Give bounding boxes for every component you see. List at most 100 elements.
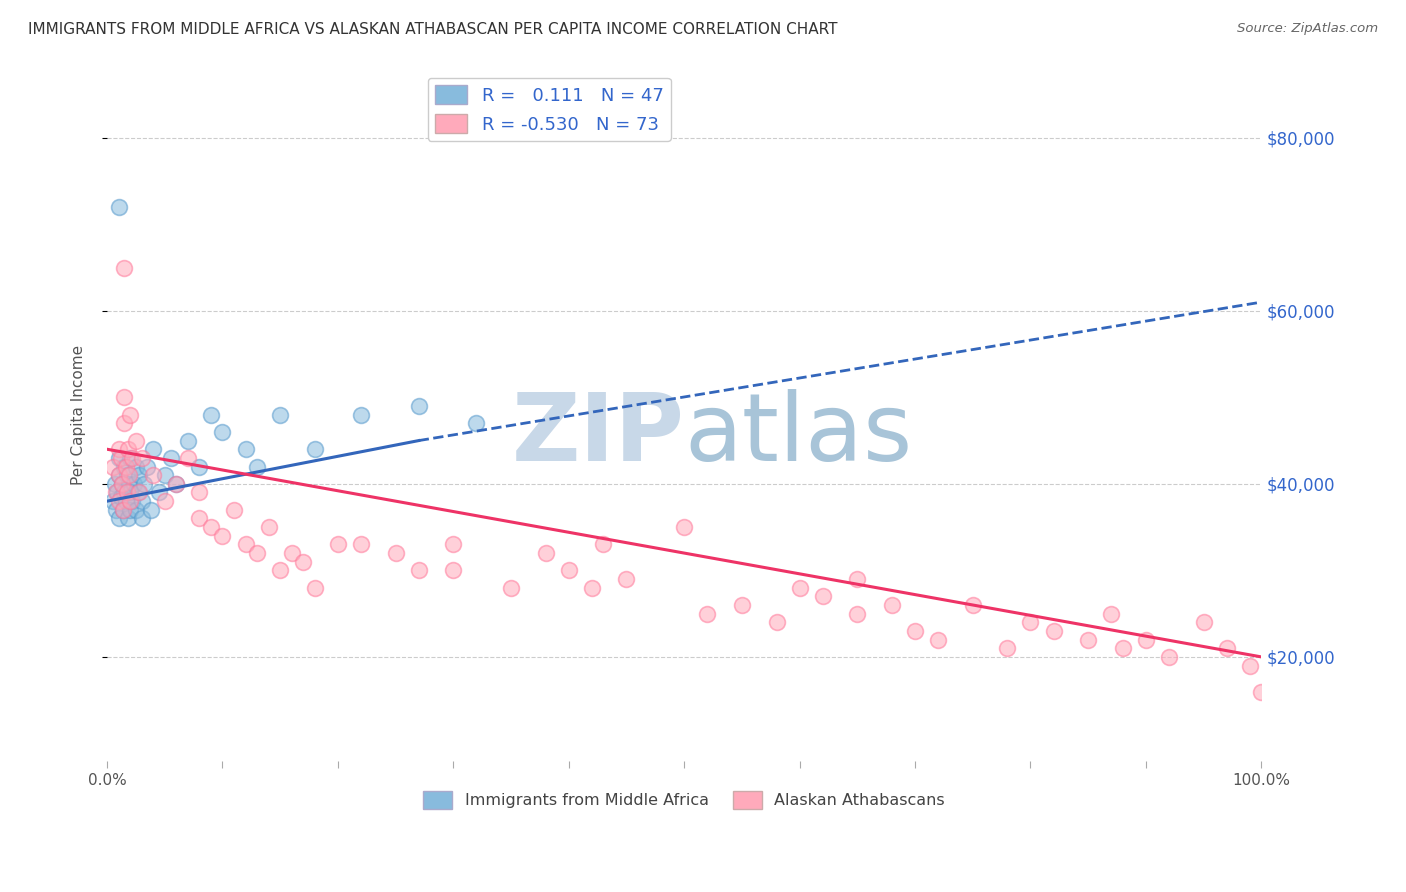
Point bbox=[114, 494, 136, 508]
Point bbox=[1135, 632, 1157, 647]
Point bbox=[118, 476, 141, 491]
Point bbox=[177, 450, 200, 465]
Point bbox=[269, 408, 291, 422]
Point bbox=[107, 468, 129, 483]
Point bbox=[281, 546, 304, 560]
Point bbox=[112, 417, 135, 431]
Point bbox=[188, 511, 211, 525]
Point bbox=[1239, 658, 1261, 673]
Point bbox=[153, 468, 176, 483]
Point bbox=[246, 546, 269, 560]
Point bbox=[211, 425, 233, 439]
Point bbox=[304, 581, 326, 595]
Point bbox=[111, 476, 134, 491]
Point bbox=[350, 537, 373, 551]
Point bbox=[696, 607, 718, 621]
Text: Source: ZipAtlas.com: Source: ZipAtlas.com bbox=[1237, 22, 1378, 36]
Point bbox=[107, 485, 129, 500]
Point bbox=[995, 641, 1018, 656]
Point bbox=[112, 503, 135, 517]
Point bbox=[159, 450, 181, 465]
Point bbox=[153, 494, 176, 508]
Point bbox=[125, 434, 148, 448]
Point bbox=[165, 476, 187, 491]
Point bbox=[110, 450, 132, 465]
Point bbox=[122, 476, 145, 491]
Point bbox=[1042, 624, 1064, 638]
Point bbox=[127, 485, 149, 500]
Point bbox=[101, 459, 124, 474]
Point bbox=[1112, 641, 1135, 656]
Point bbox=[246, 459, 269, 474]
Point bbox=[846, 572, 869, 586]
Point bbox=[222, 503, 245, 517]
Point bbox=[1250, 684, 1272, 698]
Point bbox=[1192, 615, 1215, 630]
Point bbox=[128, 468, 150, 483]
Point bbox=[111, 476, 134, 491]
Point bbox=[1077, 632, 1099, 647]
Point bbox=[235, 537, 257, 551]
Point bbox=[107, 200, 129, 214]
Point bbox=[117, 442, 139, 457]
Point bbox=[188, 485, 211, 500]
Point bbox=[616, 572, 638, 586]
Text: ZIP: ZIP bbox=[512, 390, 685, 482]
Y-axis label: Per Capita Income: Per Capita Income bbox=[72, 344, 86, 484]
Point bbox=[200, 520, 222, 534]
Point bbox=[441, 563, 464, 577]
Point bbox=[534, 546, 557, 560]
Point bbox=[441, 537, 464, 551]
Point bbox=[132, 476, 155, 491]
Point bbox=[112, 459, 135, 474]
Point bbox=[177, 434, 200, 448]
Point bbox=[257, 520, 280, 534]
Point bbox=[131, 450, 153, 465]
Point bbox=[499, 581, 522, 595]
Point bbox=[139, 503, 162, 517]
Point bbox=[107, 450, 129, 465]
Point bbox=[211, 529, 233, 543]
Point bbox=[136, 459, 159, 474]
Point bbox=[112, 485, 135, 500]
Point bbox=[131, 511, 153, 525]
Point bbox=[107, 494, 129, 508]
Point bbox=[188, 459, 211, 474]
Point bbox=[104, 476, 127, 491]
Point bbox=[105, 485, 128, 500]
Point bbox=[384, 546, 406, 560]
Point bbox=[765, 615, 787, 630]
Point bbox=[558, 563, 581, 577]
Point bbox=[107, 442, 129, 457]
Point bbox=[131, 494, 153, 508]
Point bbox=[118, 468, 141, 483]
Point bbox=[115, 485, 138, 500]
Point bbox=[1019, 615, 1042, 630]
Point bbox=[846, 607, 869, 621]
Point bbox=[148, 485, 170, 500]
Point bbox=[128, 485, 150, 500]
Point bbox=[292, 555, 315, 569]
Point bbox=[927, 632, 949, 647]
Point bbox=[962, 598, 984, 612]
Point bbox=[465, 417, 488, 431]
Point bbox=[112, 390, 135, 404]
Point bbox=[673, 520, 696, 534]
Point bbox=[408, 399, 430, 413]
Point bbox=[581, 581, 603, 595]
Point bbox=[120, 485, 142, 500]
Point bbox=[121, 494, 143, 508]
Point bbox=[115, 468, 138, 483]
Point bbox=[117, 511, 139, 525]
Point bbox=[112, 503, 135, 517]
Point bbox=[880, 598, 903, 612]
Point bbox=[350, 408, 373, 422]
Point bbox=[304, 442, 326, 457]
Text: IMMIGRANTS FROM MIDDLE AFRICA VS ALASKAN ATHABASCAN PER CAPITA INCOME CORRELATIO: IMMIGRANTS FROM MIDDLE AFRICA VS ALASKAN… bbox=[28, 22, 838, 37]
Point bbox=[142, 442, 165, 457]
Point bbox=[789, 581, 811, 595]
Point bbox=[142, 468, 165, 483]
Point bbox=[1099, 607, 1122, 621]
Point bbox=[101, 494, 124, 508]
Point bbox=[811, 590, 834, 604]
